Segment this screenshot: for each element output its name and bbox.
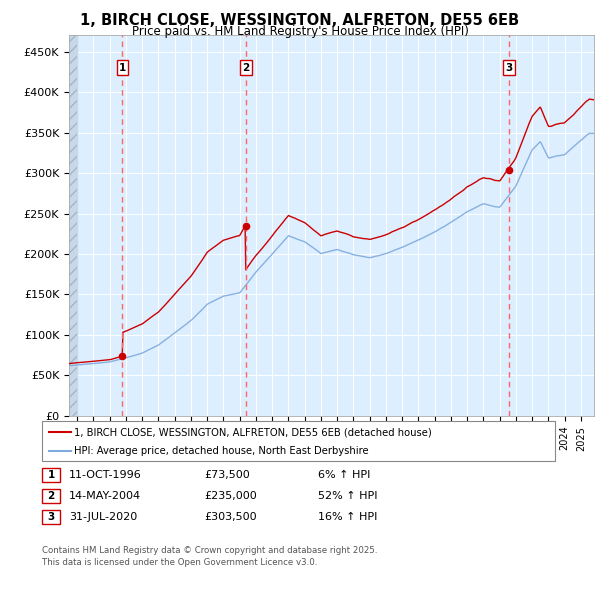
Text: £73,500: £73,500 [204, 470, 250, 480]
Text: Price paid vs. HM Land Registry's House Price Index (HPI): Price paid vs. HM Land Registry's House … [131, 25, 469, 38]
Text: HPI: Average price, detached house, North East Derbyshire: HPI: Average price, detached house, Nort… [74, 446, 369, 456]
Text: 31-JUL-2020: 31-JUL-2020 [69, 512, 137, 522]
Text: 1: 1 [47, 470, 55, 480]
Text: 1, BIRCH CLOSE, WESSINGTON, ALFRETON, DE55 6EB (detached house): 1, BIRCH CLOSE, WESSINGTON, ALFRETON, DE… [74, 428, 432, 438]
Text: 3: 3 [47, 512, 55, 522]
Text: £303,500: £303,500 [204, 512, 257, 522]
Bar [69, 35, 77, 416]
Text: 2: 2 [47, 491, 55, 500]
Text: 6% ↑ HPI: 6% ↑ HPI [318, 470, 370, 480]
Text: 3: 3 [506, 63, 513, 73]
Bar [69, 35, 77, 416]
Text: £235,000: £235,000 [204, 491, 257, 500]
Text: 2: 2 [242, 63, 250, 73]
Text: 1, BIRCH CLOSE, WESSINGTON, ALFRETON, DE55 6EB: 1, BIRCH CLOSE, WESSINGTON, ALFRETON, DE… [80, 13, 520, 28]
Text: 16% ↑ HPI: 16% ↑ HPI [318, 512, 377, 522]
Text: 14-MAY-2004: 14-MAY-2004 [69, 491, 141, 500]
Text: 52% ↑ HPI: 52% ↑ HPI [318, 491, 377, 500]
Text: Contains HM Land Registry data © Crown copyright and database right 2025.
This d: Contains HM Land Registry data © Crown c… [42, 546, 377, 566]
Text: 11-OCT-1996: 11-OCT-1996 [69, 470, 142, 480]
Text: 1: 1 [119, 63, 126, 73]
